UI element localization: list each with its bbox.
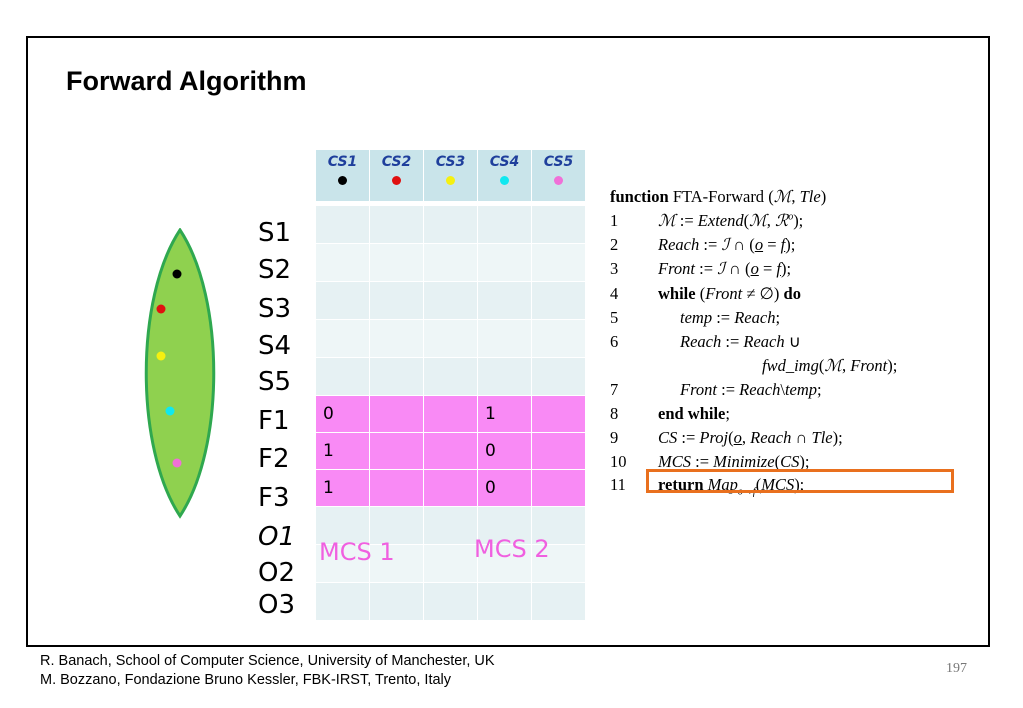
row-label-o2: O2 [258,558,296,588]
table-row-s5 [315,357,586,396]
column-header-cs4: CS4 [477,149,532,202]
footer-line-1: R. Banach, School of Computer Science, U… [40,653,495,669]
page-number: 197 [946,661,967,676]
table-header-row: CS1 CS2 CS3 CS4 CS5 [315,149,586,202]
table-row-o1 [315,506,586,545]
cs2-dot [392,176,401,185]
row-label-s2: S2 [258,255,292,285]
table-row-s4 [315,319,586,358]
leaf-dot-black [172,269,182,279]
table-row-s1 [315,205,586,244]
row-label-o3: O3 [258,590,296,620]
cs4-dot [500,176,509,185]
row-label-s1: S1 [258,218,292,248]
column-header-cs2: CS2 [369,149,424,202]
leaf-dot-yellow [156,351,166,361]
column-header-cs1: CS1 [315,149,370,202]
table-row-o3 [315,582,586,621]
row-label-o1: O1 [258,522,296,552]
table-row-s3 [315,281,586,320]
leaf-dot-cyan [165,406,175,416]
table-row-f1: 0 1 [315,395,586,433]
footer-line-2: M. Bozzano, Fondazione Bruno Kessler, FB… [40,672,452,688]
row-label-f2: F2 [258,444,290,474]
leaf-dot-pink [172,458,182,468]
table-row-s2 [315,243,586,282]
slide-title: Forward Algorithm [66,66,307,96]
table-row-f2: 1 0 [315,432,586,470]
table-row-f3: 1 0 [315,469,586,507]
component-leaf-diagram [144,228,216,519]
mcs-2-label: MCS 2 [474,535,550,563]
row-label-s4: S4 [258,331,292,361]
return-line-highlight [646,469,954,493]
cs3-dot [446,176,455,185]
cs1-dot [338,176,347,185]
row-label-s5: S5 [258,367,292,397]
state-table: CS1 CS2 CS3 CS4 CS5 0 1 1 0 1 0 [315,149,586,621]
column-header-cs5: CS5 [531,149,586,202]
cs5-dot [554,176,563,185]
row-label-f1: F1 [258,406,290,436]
footer-credits: R. Banach, School of Computer Science, U… [40,652,495,690]
algorithm-header: function FTA-Forward (ℳ, Tle) [610,187,827,206]
leaf-shape [144,228,216,519]
column-header-cs3: CS3 [423,149,478,202]
mcs-1-label: MCS 1 [319,538,395,566]
table-row-o2 [315,544,586,583]
leaf-dot-red [156,304,166,314]
row-label-f3: F3 [258,483,290,513]
row-label-s3: S3 [258,294,292,324]
